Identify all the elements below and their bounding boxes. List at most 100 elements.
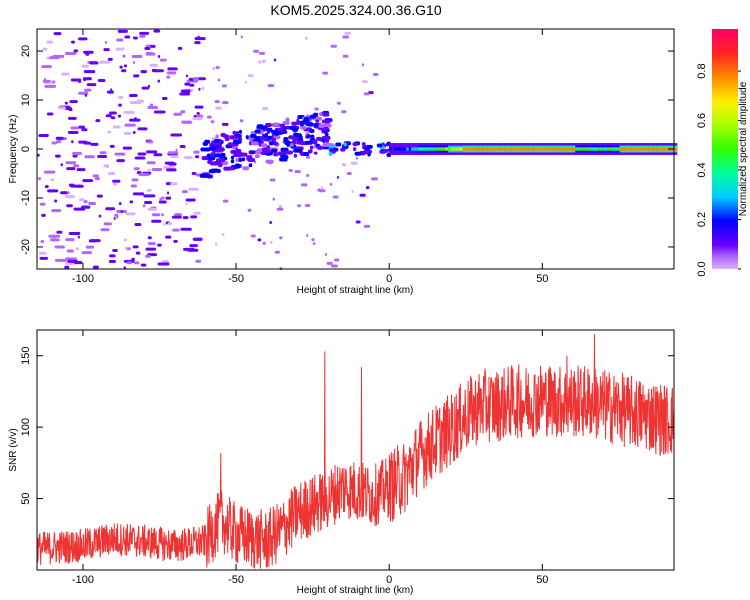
spectrogram-cell	[280, 154, 287, 159]
spectrogram-cell	[154, 110, 166, 114]
spectrogram-cell	[53, 32, 62, 36]
spectrogram-cell	[636, 147, 641, 151]
spectrogram-cell	[634, 147, 639, 151]
spectrogram-cell	[316, 136, 323, 141]
spectrogram-cell	[271, 148, 278, 153]
spectrogram-cell	[273, 135, 281, 140]
spectrogram-cell	[506, 147, 511, 151]
spectrogram-cell	[536, 147, 541, 151]
spectrogram-cell	[163, 222, 166, 226]
spectrogram-cell	[164, 161, 175, 165]
spectrogram-cell	[208, 169, 216, 174]
spectrogram-cell	[220, 152, 226, 157]
spectrogram-cell	[112, 249, 118, 253]
spectrogram-cell	[64, 195, 75, 199]
spectrogram-cell	[55, 258, 67, 262]
spectrogram-cell	[83, 70, 96, 74]
spectrogram-cell	[406, 147, 411, 151]
spectrogram-cell	[167, 67, 178, 71]
spectrogram-cell	[55, 136, 64, 140]
spectrogram-cell	[232, 130, 237, 135]
spectrogram-cell	[563, 147, 568, 151]
spectrogram-cell	[594, 147, 599, 151]
spectrogram-cell	[131, 54, 143, 58]
colorbar-tick-label: 0.4	[696, 162, 708, 177]
spectrogram-cell	[221, 233, 225, 237]
spectrogram-cell	[443, 147, 448, 151]
spectrogram-cell	[86, 77, 92, 81]
spectrogram-cell	[465, 147, 470, 151]
spectrogram-cell	[651, 147, 656, 151]
spectrogram-cell	[70, 40, 76, 44]
spectrogram-cell	[264, 132, 269, 137]
spectrogram-cell	[330, 44, 337, 48]
spectrogram-cell	[359, 193, 366, 197]
spectrogram-cell	[151, 69, 164, 73]
spectrogram-cell	[285, 117, 290, 122]
spectrogram-cell	[626, 147, 631, 151]
y-tick-label: 10	[20, 94, 32, 106]
spectrogram-cell	[521, 147, 526, 151]
spectrogram-cell	[504, 147, 509, 151]
spectrogram-cell	[317, 145, 324, 150]
spectrogram-cell	[403, 147, 408, 151]
spectrogram-cell	[201, 86, 205, 90]
spectrogram-cell	[44, 84, 57, 88]
spectrogram-cell	[51, 141, 58, 145]
spectrogram-cell	[204, 139, 211, 144]
spectrogram-cell	[54, 245, 65, 249]
spectrogram-cell	[143, 194, 156, 198]
spectrogram-cell	[144, 46, 151, 50]
spectrogram-cell	[118, 103, 122, 107]
spectrogram-cell	[126, 261, 132, 265]
spectrogram-cell	[166, 71, 177, 75]
spectrogram-cell	[129, 94, 138, 98]
spectrogram-cell	[113, 216, 116, 220]
spectrogram-cell	[272, 122, 280, 127]
spectrogram-cell	[262, 149, 271, 154]
spectrogram-cell	[84, 88, 92, 92]
spectrogram-cell	[614, 147, 619, 151]
spectrogram-cell	[314, 107, 319, 111]
spectrogram-cell	[208, 156, 216, 161]
spectrogram-cell	[553, 147, 558, 151]
spectrogram-cell	[105, 165, 109, 169]
spectrogram-cell	[109, 254, 116, 258]
spectrogram-cell	[362, 80, 368, 84]
spectrogram-cell	[42, 47, 48, 51]
spectrogram-cell	[132, 131, 136, 135]
spectrogram-cell	[159, 58, 167, 62]
spectrogram-cell	[103, 48, 110, 52]
spectrogram-cell	[65, 257, 71, 261]
spectrogram-cell	[55, 154, 61, 158]
spectrogram-cell	[66, 249, 74, 253]
x-tick-label: -100	[72, 273, 94, 285]
spectrogram-cell	[306, 173, 310, 177]
spectrogram-cell	[501, 147, 506, 151]
spectrogram-cell	[343, 142, 348, 147]
spectrogram-cell	[624, 147, 629, 151]
spectrogram-cell	[273, 152, 279, 157]
colorbar-tick-label: 0.6	[696, 113, 708, 128]
spectrogram-cell	[262, 241, 266, 245]
spectrogram-cell	[133, 167, 140, 171]
spectrogram-cell	[572, 147, 577, 151]
snr-series-line	[36, 334, 675, 570]
spectrogram-cell	[117, 114, 122, 118]
spectrogram-cell	[65, 161, 77, 165]
spectrogram-cell	[153, 29, 161, 33]
spectrogram-cell	[215, 148, 223, 153]
spectrogram-cell	[229, 135, 238, 140]
spectrogram-cell	[239, 119, 244, 123]
spectrogram-cell	[577, 147, 582, 151]
spectrogram-cell	[346, 172, 352, 176]
spectrogram-cell	[467, 147, 472, 151]
spectrogram-cell	[147, 236, 152, 240]
spectrogram-cell	[140, 263, 147, 267]
spectrogram-cell	[145, 254, 151, 258]
spectrogram-cell	[123, 64, 128, 68]
spectrogram-cell	[215, 106, 222, 110]
spectrogram-cell	[185, 202, 188, 206]
spectrogram-cell	[533, 147, 538, 151]
spectrogram-cell	[430, 147, 435, 151]
